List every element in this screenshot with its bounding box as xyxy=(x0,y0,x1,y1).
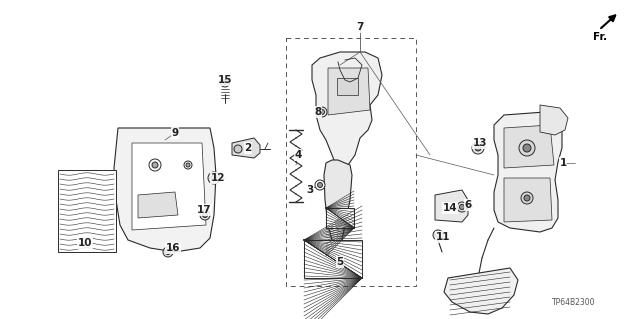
Text: 1: 1 xyxy=(559,158,566,168)
Circle shape xyxy=(184,161,192,169)
Circle shape xyxy=(166,249,170,255)
Polygon shape xyxy=(114,128,216,252)
Text: 15: 15 xyxy=(218,75,232,85)
Polygon shape xyxy=(337,78,358,95)
Circle shape xyxy=(460,204,465,210)
Circle shape xyxy=(521,192,533,204)
Circle shape xyxy=(200,210,210,220)
Circle shape xyxy=(234,145,242,153)
Text: 9: 9 xyxy=(172,128,179,138)
Polygon shape xyxy=(132,143,206,230)
Polygon shape xyxy=(232,138,260,158)
Circle shape xyxy=(523,144,531,152)
Circle shape xyxy=(186,163,190,167)
Circle shape xyxy=(475,145,481,151)
Circle shape xyxy=(149,159,161,171)
Text: 14: 14 xyxy=(443,203,458,213)
Text: 12: 12 xyxy=(211,173,225,183)
Text: Fr.: Fr. xyxy=(593,32,607,42)
Bar xyxy=(304,240,362,278)
Circle shape xyxy=(202,212,207,218)
Circle shape xyxy=(317,182,323,188)
Polygon shape xyxy=(435,190,468,222)
Text: 4: 4 xyxy=(294,150,301,160)
Circle shape xyxy=(472,142,484,154)
Text: 5: 5 xyxy=(337,257,344,267)
Circle shape xyxy=(317,107,327,117)
Circle shape xyxy=(319,109,324,115)
Circle shape xyxy=(524,195,530,201)
Circle shape xyxy=(519,140,535,156)
Polygon shape xyxy=(504,125,554,168)
Circle shape xyxy=(220,77,230,87)
Circle shape xyxy=(208,172,220,184)
Text: 6: 6 xyxy=(465,200,472,210)
Polygon shape xyxy=(444,268,518,314)
Polygon shape xyxy=(312,52,382,168)
Text: 17: 17 xyxy=(196,205,211,215)
Circle shape xyxy=(315,180,325,190)
Bar xyxy=(58,170,116,252)
Bar xyxy=(286,38,416,286)
Bar xyxy=(326,208,354,228)
Text: TP64B2300: TP64B2300 xyxy=(552,298,596,307)
Polygon shape xyxy=(324,160,352,242)
Text: 13: 13 xyxy=(473,138,487,148)
Text: 11: 11 xyxy=(436,232,451,242)
Circle shape xyxy=(435,233,440,238)
Polygon shape xyxy=(494,112,562,232)
Circle shape xyxy=(211,175,217,181)
Text: 2: 2 xyxy=(244,143,252,153)
Text: 16: 16 xyxy=(166,243,180,253)
Circle shape xyxy=(457,202,467,212)
Polygon shape xyxy=(504,178,552,222)
Polygon shape xyxy=(328,68,370,115)
Text: 7: 7 xyxy=(356,22,364,32)
Polygon shape xyxy=(540,105,568,135)
Text: 3: 3 xyxy=(307,185,314,195)
Text: 8: 8 xyxy=(314,107,322,117)
Circle shape xyxy=(223,79,227,85)
Text: 10: 10 xyxy=(77,238,92,248)
Circle shape xyxy=(163,247,173,257)
Polygon shape xyxy=(138,192,178,218)
Circle shape xyxy=(152,162,158,168)
Circle shape xyxy=(433,230,443,240)
